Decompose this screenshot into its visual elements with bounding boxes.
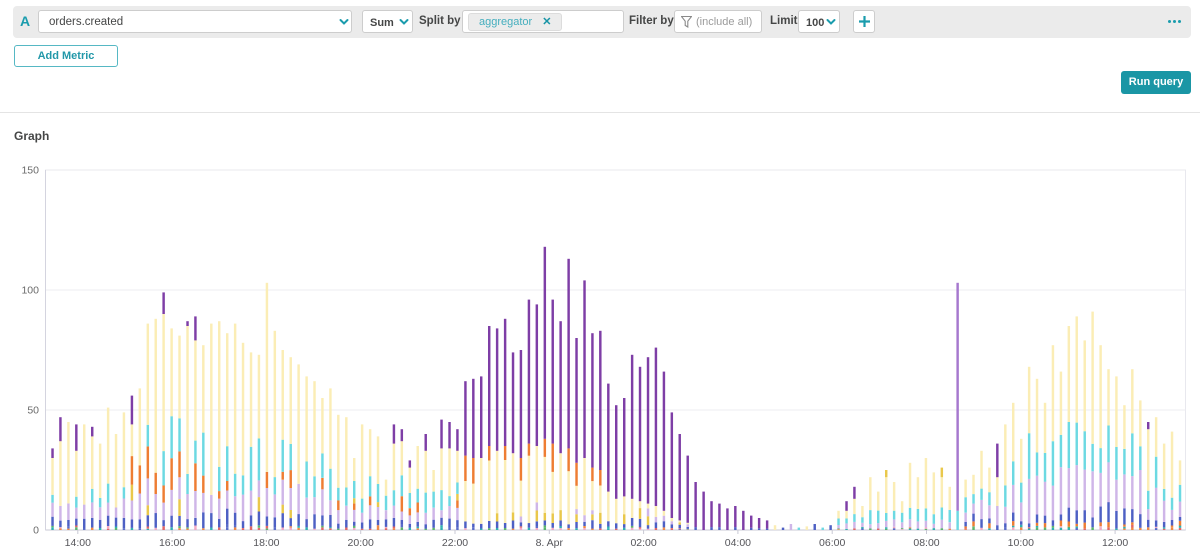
svg-text:08:00: 08:00 bbox=[913, 537, 939, 549]
svg-text:100: 100 bbox=[21, 285, 39, 297]
svg-text:16:00: 16:00 bbox=[159, 537, 185, 549]
svg-text:12:00: 12:00 bbox=[1102, 537, 1128, 549]
svg-text:18:00: 18:00 bbox=[253, 537, 279, 549]
svg-text:10:00: 10:00 bbox=[1008, 537, 1034, 549]
svg-text:22:00: 22:00 bbox=[442, 537, 468, 549]
svg-text:02:00: 02:00 bbox=[630, 537, 656, 549]
svg-text:0: 0 bbox=[33, 525, 39, 537]
svg-text:20:00: 20:00 bbox=[348, 537, 374, 549]
svg-text:50: 50 bbox=[27, 405, 39, 417]
svg-text:8. Apr: 8. Apr bbox=[536, 537, 564, 549]
svg-text:04:00: 04:00 bbox=[725, 537, 751, 549]
svg-text:06:00: 06:00 bbox=[819, 537, 845, 549]
svg-text:14:00: 14:00 bbox=[65, 537, 91, 549]
svg-text:150: 150 bbox=[21, 165, 39, 177]
